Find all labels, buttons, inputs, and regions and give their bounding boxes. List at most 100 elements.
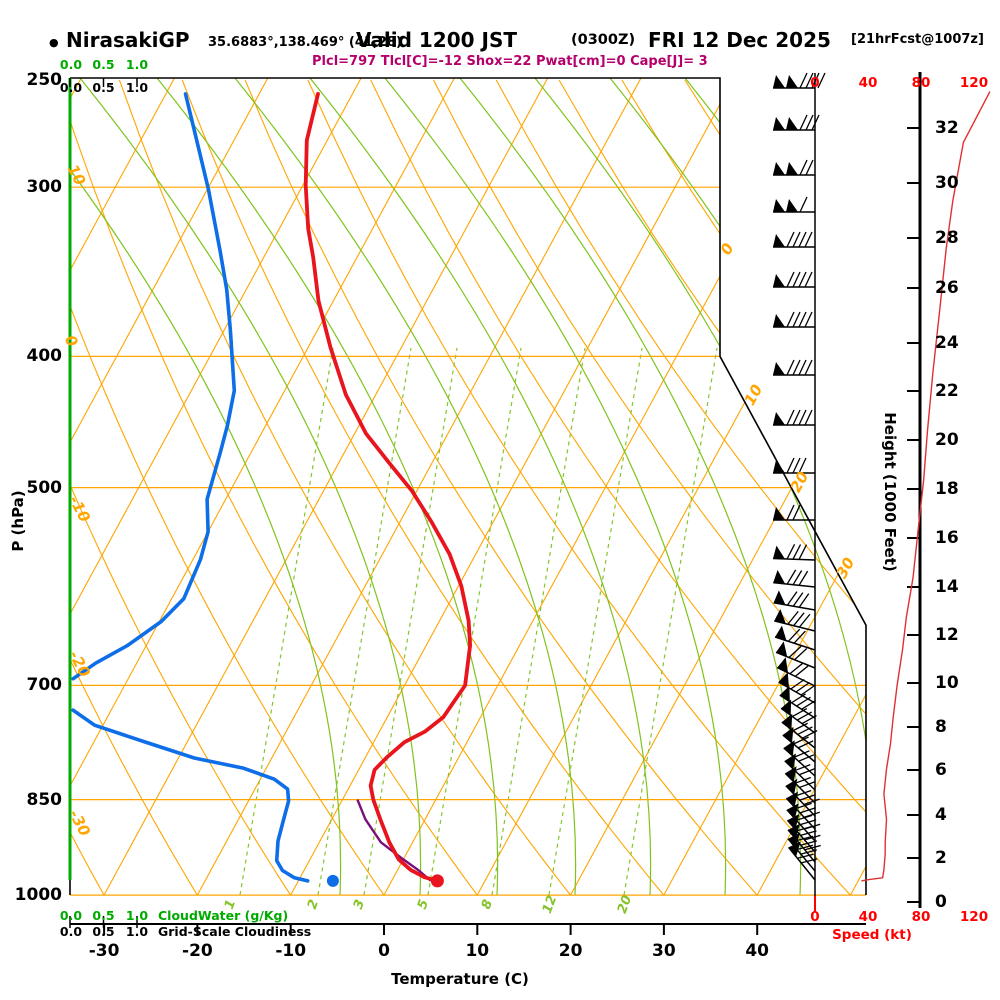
wind-barb-feather <box>796 696 811 707</box>
wind-barb-feather <box>793 612 805 627</box>
moist-adiabat-line <box>234 78 577 895</box>
wind-barb-pennant <box>773 362 785 375</box>
wind-barb-staff <box>775 651 816 669</box>
wind-barb-pennant <box>773 274 785 287</box>
wind-barb-pennant <box>773 460 785 473</box>
isotherm-line <box>70 78 362 895</box>
wind-barb <box>787 841 818 881</box>
wind-barb-feather <box>793 630 806 644</box>
wind-barb-feather <box>798 613 811 628</box>
wind-barb <box>773 271 815 288</box>
cloudwater-scale-bottom: 0.5 <box>92 908 115 923</box>
wind-barb-pennant <box>773 590 786 605</box>
isotherm-line <box>756 78 866 895</box>
height-tick-label: 0 <box>935 892 947 912</box>
wind-barb-feather <box>800 858 818 864</box>
speed-tick-label-top: 120 <box>959 75 989 91</box>
wind-barb-feather <box>800 684 816 696</box>
wind-barb-feather <box>792 592 804 607</box>
dewpoint-curve <box>71 92 237 681</box>
isotherm-line <box>70 78 175 895</box>
isotherm-line <box>290 78 735 895</box>
isotherm-line <box>850 78 866 895</box>
wind-barb-feather <box>792 504 801 521</box>
height-tick-label: 6 <box>935 760 947 780</box>
wind-barb-feather <box>799 72 808 89</box>
valid-time-z: (0300Z) <box>571 32 636 48</box>
wind-barb-feather <box>792 570 803 586</box>
height-tick-label: 20 <box>935 430 959 450</box>
wind-barb-feather <box>786 311 795 328</box>
wind-barb-feather <box>798 457 807 474</box>
pressure-tick-label: 1000 <box>14 885 62 906</box>
height-tick-label: 26 <box>935 278 959 298</box>
height-tick-label: 32 <box>935 118 959 138</box>
temperature-tick-label: -30 <box>88 941 120 961</box>
wind-barb-pennant <box>773 234 785 247</box>
wind-barb-pennant <box>773 507 785 520</box>
temperature-tick-label: 20 <box>558 941 583 961</box>
wind-barb-feather <box>786 359 795 376</box>
wind-barb-feather <box>786 569 797 585</box>
wind-barb-pennant <box>786 162 798 175</box>
wind-barb <box>775 641 816 669</box>
wind-barb-feather <box>799 114 808 131</box>
wind-barb <box>781 713 818 749</box>
wind-barb-feather <box>786 457 795 474</box>
wind-barb-feather <box>787 628 801 642</box>
wind-barb-pennant <box>773 75 785 88</box>
skewt-background-lines <box>70 78 866 895</box>
wind-barb-pennant <box>786 199 798 212</box>
wind-barb <box>773 311 815 328</box>
wind-barb-pennant <box>788 832 800 849</box>
wind-barb-feather <box>794 647 808 661</box>
wind-barb-pennant <box>783 740 795 756</box>
height-axis-label: Height (1000 Feet) <box>881 412 899 572</box>
wind-barb-feather <box>805 159 814 176</box>
wind-barb-feather <box>789 662 804 675</box>
wind-barb-feather <box>800 830 817 837</box>
gridscale-scale-top: 0.5 <box>92 80 115 95</box>
pressure-tick-label: 700 <box>26 675 63 696</box>
wind-barb <box>773 504 815 521</box>
wind-barb-pennant <box>773 545 786 559</box>
wind-barb-feather <box>795 802 812 810</box>
wind-barb-staff <box>781 721 816 749</box>
wind-barb-feather <box>796 814 813 821</box>
wind-barb-pennant <box>785 766 797 782</box>
wind-barb-staff <box>785 797 816 830</box>
wind-barb-feather <box>804 409 813 426</box>
cloudwater-scale-bottom: 0.0 <box>59 908 83 923</box>
forecast-info: [21hrFcst@1007z] <box>851 32 984 47</box>
height-tick-label: 30 <box>935 173 959 193</box>
wind-barb-pennant <box>786 117 798 130</box>
wind-barb-feather <box>791 693 806 704</box>
wind-barb-feather <box>792 707 808 718</box>
wind-barb-staff <box>785 785 816 817</box>
wind-barb-feather <box>798 768 815 776</box>
wind-barb-feather <box>800 840 818 846</box>
gridscale-scale-top: 1.0 <box>125 80 149 95</box>
wind-barb-feather <box>792 722 808 732</box>
pressure-tick-label: 300 <box>26 177 63 198</box>
temperature-tick-label: 10 <box>465 941 490 961</box>
height-tick-label: 18 <box>935 479 959 499</box>
wind-barb-feather <box>804 834 821 841</box>
wind-barb <box>773 457 815 474</box>
valid-date: FRI 12 Dec 2025 <box>648 28 831 52</box>
wind-barb-pennant <box>773 412 785 425</box>
wind-barb-feather <box>799 196 808 213</box>
wind-barb <box>782 726 816 763</box>
wind-barb-staff <box>782 734 816 763</box>
speed-tick-label-top: 0 <box>810 75 820 91</box>
speed-tick-label-top: 40 <box>858 75 878 91</box>
pressure-tick-label: 400 <box>26 346 63 367</box>
moist-adiabat-line <box>384 78 727 895</box>
wind-barb-feather <box>817 72 826 89</box>
wind-barb-feather <box>803 798 820 806</box>
wind-barb-feather <box>798 754 815 762</box>
height-tick-label: 10 <box>935 673 959 693</box>
wind-barb-feather <box>801 699 816 710</box>
wind-barb-feather <box>786 231 795 248</box>
temperature-tick-label: 0 <box>378 941 390 961</box>
